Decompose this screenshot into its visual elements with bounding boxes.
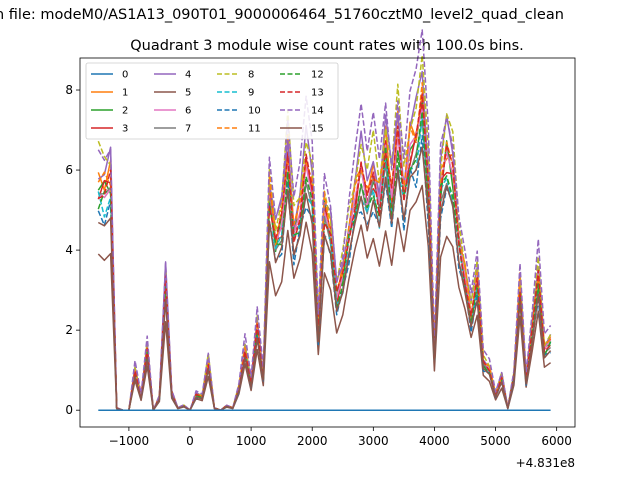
legend-label-7: 7 — [185, 124, 191, 135]
y-tick-label: 0 — [65, 403, 73, 417]
legend-label-4: 4 — [185, 70, 191, 81]
chart-suptitle: n file: modeM0/AS1A13_090T01_9000006464_… — [0, 7, 564, 23]
x-tick-label: 2000 — [297, 434, 328, 448]
legend-label-14: 14 — [311, 106, 324, 117]
series-line-15 — [97, 146, 552, 411]
legend-label-11: 11 — [248, 124, 261, 135]
legend-label-10: 10 — [248, 106, 261, 117]
y-tick-label: 6 — [65, 163, 73, 177]
x-tick-label: 5000 — [480, 434, 511, 448]
y-tick-label: 2 — [65, 323, 73, 337]
legend-label-12: 12 — [311, 70, 324, 81]
x-axis: −1000 0 1000 2000 3000 4000 5000 6000 — [109, 427, 572, 448]
legend-label-9: 9 — [248, 88, 254, 99]
y-tick-label: 4 — [65, 243, 73, 257]
x-tick-label: −1000 — [109, 434, 150, 448]
legend-label-8: 8 — [248, 70, 254, 81]
series-layer — [97, 29, 552, 411]
legend-label-13: 13 — [311, 88, 324, 99]
legend-label-15: 15 — [311, 124, 324, 135]
plot-frame — [79, 57, 576, 428]
legend-label-2: 2 — [122, 106, 128, 117]
x-tick-label: 4000 — [419, 434, 450, 448]
legend-label-5: 5 — [185, 88, 191, 99]
x-tick-label: 1000 — [236, 434, 267, 448]
y-tick-label: 8 — [65, 83, 73, 97]
legend-label-6: 6 — [185, 106, 191, 117]
legend-frame — [85, 62, 339, 140]
y-axis: 0 2 4 6 8 — [65, 83, 80, 417]
x-tick-label: 6000 — [541, 434, 572, 448]
x-tick-label: 0 — [186, 434, 194, 448]
series-line-5 — [97, 184, 552, 411]
x-offset-label: +4.831e8 — [516, 456, 575, 470]
chart-title: Quadrant 3 module wise count rates with … — [130, 38, 524, 54]
legend-label-3: 3 — [122, 124, 128, 135]
x-tick-label: 3000 — [358, 434, 389, 448]
series-line-14 — [97, 29, 552, 411]
legend-label-0: 0 — [122, 70, 128, 81]
legend-label-1: 1 — [122, 88, 128, 99]
